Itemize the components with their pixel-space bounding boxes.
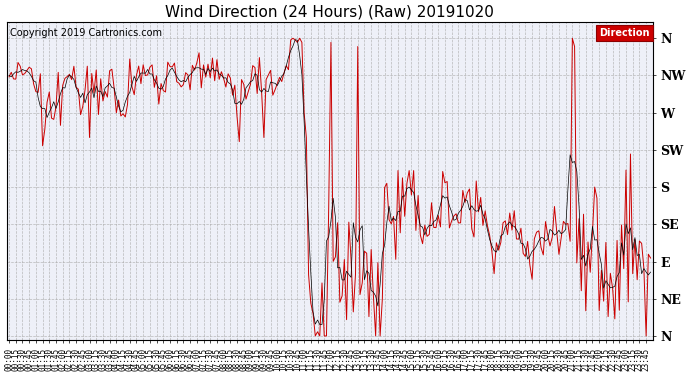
Text: Copyright 2019 Cartronics.com: Copyright 2019 Cartronics.com: [10, 28, 162, 38]
Title: Wind Direction (24 Hours) (Raw) 20191020: Wind Direction (24 Hours) (Raw) 20191020: [166, 4, 494, 19]
Text: Direction: Direction: [599, 28, 649, 38]
